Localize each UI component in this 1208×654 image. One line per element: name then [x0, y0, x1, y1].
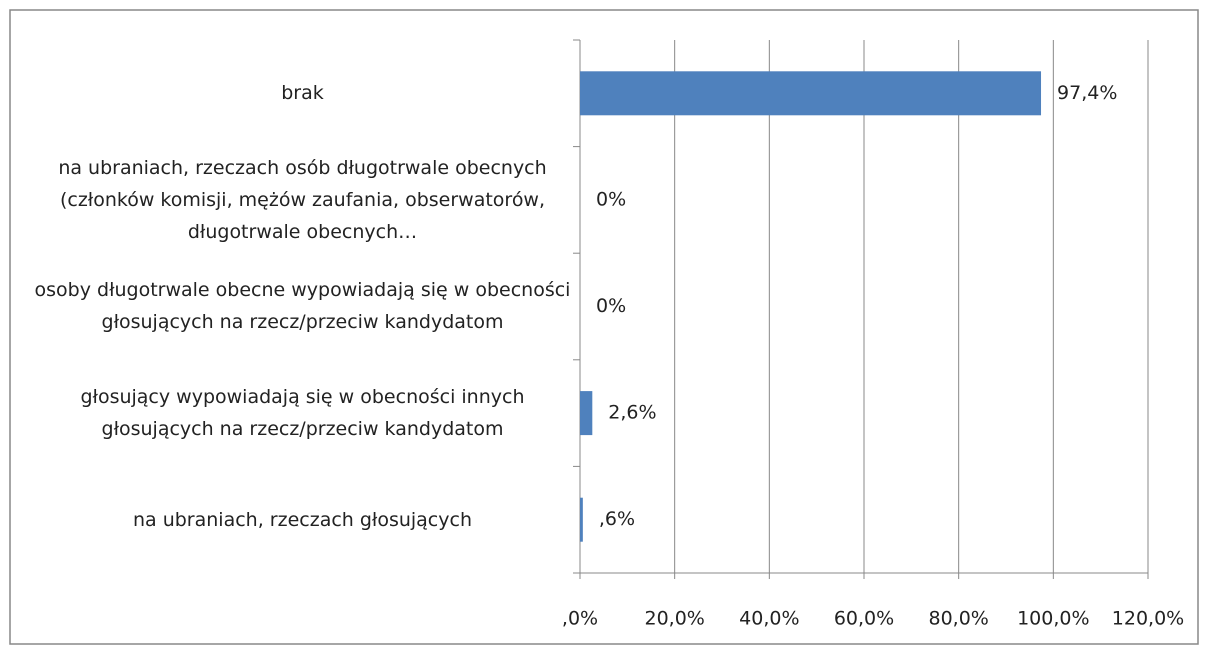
y-tick-label: głosujący wypowiadają się w obecności in…: [80, 386, 525, 441]
data-label: ,6%: [599, 508, 635, 530]
bar: [580, 391, 593, 436]
x-tick-label: 60,0%: [834, 608, 894, 630]
bar: [580, 497, 583, 542]
data-label: 2,6%: [608, 402, 656, 424]
data-label: 0%: [596, 295, 626, 317]
y-tick-label: osoby długotrwale obecne wypowiadają się…: [34, 279, 571, 334]
y-tick-label: na ubraniach, rzeczach głosujących: [132, 508, 472, 531]
data-label: 97,4%: [1057, 82, 1117, 104]
x-tick-label: 40,0%: [739, 608, 799, 630]
y-tick-label: brak: [281, 82, 324, 105]
x-tick-label: ,0%: [562, 608, 598, 630]
x-tick-label: 120,0%: [1112, 608, 1184, 630]
bar: [580, 71, 1042, 116]
x-tick-label: 100,0%: [1017, 608, 1089, 630]
data-label: 0%: [596, 188, 626, 210]
chart-border: [9, 9, 1199, 645]
x-tick-label: 80,0%: [928, 608, 988, 630]
y-tick-label: na ubraniach, rzeczach osób długotrwale …: [58, 156, 547, 243]
x-tick-label: 20,0%: [644, 608, 704, 630]
